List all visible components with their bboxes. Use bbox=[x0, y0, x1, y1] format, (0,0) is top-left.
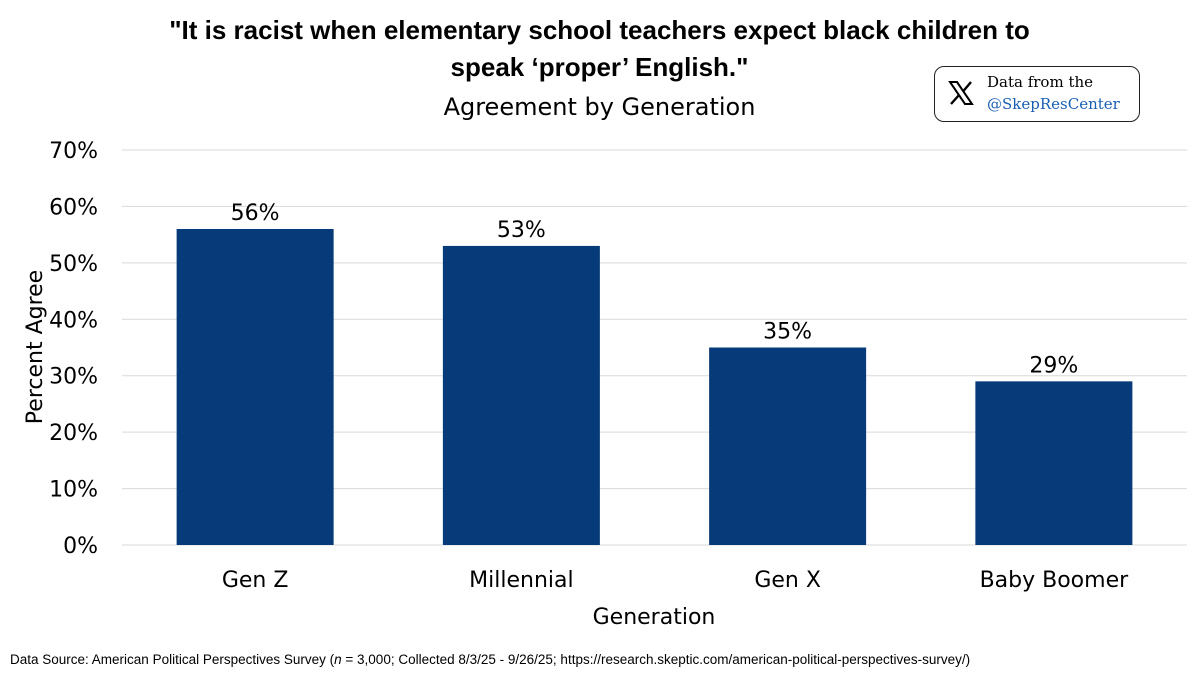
y-tick-label: 20% bbox=[49, 421, 98, 446]
data-label: 56% bbox=[231, 201, 280, 226]
y-tick-label: 50% bbox=[49, 252, 98, 277]
y-tick-label: 40% bbox=[49, 308, 98, 333]
chart-title-line-1: "It is racist when elementary school tea… bbox=[169, 15, 1030, 45]
y-tick-label: 30% bbox=[49, 365, 98, 390]
y-tick-label: 60% bbox=[49, 195, 98, 220]
data-source-badge: Data from the @SkepResCenter bbox=[934, 66, 1140, 122]
x-tick-label: Baby Boomer bbox=[980, 568, 1130, 593]
y-tick-label: 10% bbox=[49, 478, 98, 503]
chart-title-line-2: speak ‘proper’ English." bbox=[450, 52, 749, 82]
x-tick-label: Gen Z bbox=[222, 568, 289, 593]
data-label: 35% bbox=[763, 320, 812, 345]
data-source-footnote: Data Source: American Political Perspect… bbox=[10, 652, 970, 667]
x-axis-label: Generation bbox=[593, 605, 716, 630]
data-labels: 56% 53% 35% 29% bbox=[231, 201, 1079, 378]
x-axis-tick-labels: Gen Z Millennial Gen X Baby Boomer bbox=[222, 568, 1129, 593]
chart-subtitle: Agreement by Generation bbox=[443, 93, 756, 121]
y-axis-tick-labels: 0% 10% 20% 30% 40% 50% 60% 70% bbox=[49, 139, 98, 559]
bars bbox=[176, 229, 1133, 545]
bar bbox=[442, 245, 600, 545]
bar bbox=[975, 381, 1133, 545]
bar bbox=[709, 347, 867, 545]
bar bbox=[176, 229, 334, 545]
badge-handle-link[interactable]: @SkepResCenter bbox=[987, 95, 1120, 113]
y-tick-label: 70% bbox=[49, 139, 98, 164]
data-label: 29% bbox=[1029, 353, 1078, 378]
y-tick-label: 0% bbox=[63, 534, 98, 559]
x-logo-icon bbox=[948, 81, 974, 105]
x-tick-label: Gen X bbox=[754, 568, 821, 593]
source-prefix: Data Source: American Political Perspect… bbox=[10, 652, 335, 667]
source-n-label: n bbox=[334, 652, 342, 667]
source-suffix: = 3,000; Collected 8/3/25 - 9/26/25; htt… bbox=[341, 652, 971, 667]
y-axis-label: Percent Agree bbox=[23, 270, 48, 424]
data-label: 53% bbox=[497, 218, 546, 243]
x-tick-label: Millennial bbox=[469, 568, 573, 593]
badge-text: Data from the bbox=[987, 73, 1094, 91]
